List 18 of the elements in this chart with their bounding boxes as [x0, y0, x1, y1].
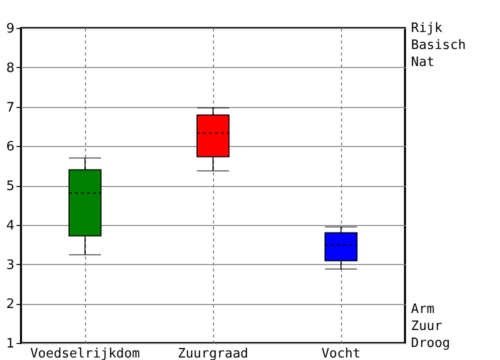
y-tick-label: 1: [6, 336, 14, 352]
y-tick-label: 4: [6, 218, 14, 234]
text: Basisch: [411, 38, 466, 53]
x-tick-label: Vocht: [321, 346, 361, 360]
x-tick-label: Voedselrijkdom: [30, 346, 140, 360]
text: Arm: [411, 302, 435, 317]
text: Zuur: [411, 319, 442, 334]
text: Nat: [411, 55, 434, 70]
text: Droog: [411, 336, 450, 351]
y-tick-label: 5: [6, 179, 14, 194]
y-tick-label: 3: [6, 258, 14, 273]
y-tick-label: 2: [6, 297, 14, 312]
text: Rijk: [411, 21, 442, 36]
y-tick-label: 9: [6, 22, 14, 36]
y-tick-label: 8: [6, 60, 14, 76]
y-tick-label: 7: [6, 100, 14, 116]
x-tick-label: Zuurgraad: [178, 346, 248, 360]
y-tick-label: 6: [6, 140, 14, 155]
